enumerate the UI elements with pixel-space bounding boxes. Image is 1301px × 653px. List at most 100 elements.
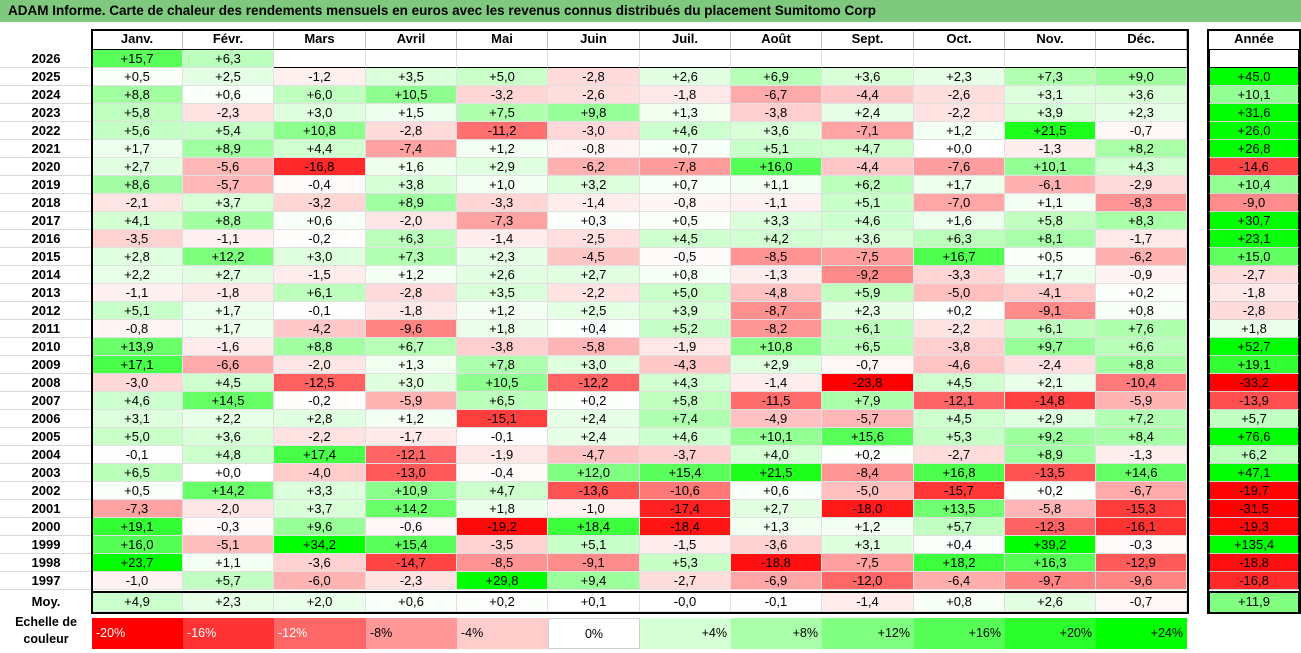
heat-cell: -6,2 (548, 158, 640, 176)
color-scale-swatch: +16% (914, 618, 1005, 649)
heat-cell: +3,7 (274, 500, 366, 518)
year-label: 2012 (0, 302, 92, 320)
heat-cell: -4,4 (822, 86, 914, 104)
year-label: 2025 (0, 68, 92, 86)
average-label: Moy. (31, 594, 61, 609)
heat-cell: -9,7 (1005, 572, 1096, 590)
annual-cell (1208, 50, 1300, 68)
month-header: Juin (548, 29, 640, 49)
heat-cell: +5,0 (457, 68, 548, 86)
heat-cell: +2,4 (548, 428, 640, 446)
heat-cell (1005, 50, 1096, 68)
heat-cell: +5,4 (183, 122, 274, 140)
heat-cell: +7,8 (457, 356, 548, 374)
heat-cell: -3,8 (731, 104, 822, 122)
heat-cell: -3,0 (548, 122, 640, 140)
year-label: 2024 (0, 86, 92, 104)
heat-cell: -12,1 (366, 446, 457, 464)
heat-cell: +10,8 (731, 338, 822, 356)
heat-cell: -5,1 (183, 536, 274, 554)
heat-cell: +9,6 (274, 518, 366, 536)
heat-cell: +23,7 (92, 554, 183, 572)
heat-cell: +9,8 (548, 104, 640, 122)
heat-cell: +7,2 (1096, 410, 1187, 428)
heat-cell: +1,2 (366, 266, 457, 284)
heat-cell: +2,1 (1005, 374, 1096, 392)
year-label: 2007 (0, 392, 92, 410)
annual-cell: +45,0 (1208, 68, 1300, 86)
heat-cell: +1,1 (183, 554, 274, 572)
heat-cell: -17,4 (640, 500, 731, 518)
heat-cell: +3,2 (548, 176, 640, 194)
year-row: 2011 -0,8 +1,7 -4,2 -9,6 +1,8 +0,4 +5,2 -8,2 +6,1… (0, 320, 1301, 338)
heat-cell: -2,8 (366, 284, 457, 302)
heat-cell: +4,5 (640, 230, 731, 248)
year-label: 2000 (0, 518, 92, 536)
heat-cell: +1,6 (914, 212, 1005, 230)
color-scale-swatch: -16% (183, 618, 274, 649)
color-scale-label-line1: Echelle de (15, 615, 77, 629)
heat-cell: +10,1 (1005, 158, 1096, 176)
heat-cell: +17,4 (274, 446, 366, 464)
heat-cell: +6,7 (366, 338, 457, 356)
month-header: Sept. (822, 29, 914, 49)
heat-cell: +5,0 (640, 284, 731, 302)
heat-cell: -15,7 (914, 482, 1005, 500)
heat-cell: +4,6 (640, 428, 731, 446)
heat-cell: -0,8 (640, 194, 731, 212)
heat-cell: -7,5 (822, 248, 914, 266)
average-cell: +2,0 (274, 592, 366, 612)
heat-cell: +10,5 (366, 86, 457, 104)
heat-cell: +3,0 (548, 356, 640, 374)
heat-cell: -1,4 (731, 374, 822, 392)
heat-cell: +7,3 (1005, 68, 1096, 86)
grid-border-left (91, 29, 93, 614)
year-row: 2014 +2,2 +2,7 -1,5 +1,2 +2,6 +2,7 +0,8 -1,3 -9,2… (0, 266, 1301, 284)
heat-cell: +4,7 (457, 482, 548, 500)
heat-cell: +16,0 (92, 536, 183, 554)
year-label: 1999 (0, 536, 92, 554)
heat-cell: +2,9 (457, 158, 548, 176)
heat-cell: -2,4 (1005, 356, 1096, 374)
report-title: ADAM Informe. Carte de chaleur des rende… (0, 0, 1301, 22)
heat-cell: +2,7 (731, 500, 822, 518)
heat-cell: +5,9 (822, 284, 914, 302)
heat-cell: +6,9 (731, 68, 822, 86)
heat-cell: -0,6 (366, 518, 457, 536)
heat-cell: -2,8 (548, 68, 640, 86)
heat-cell: -0,7 (822, 356, 914, 374)
color-scale-swatch: -4% (457, 618, 548, 649)
heat-cell: -3,3 (914, 266, 1005, 284)
heat-cell: +9,0 (1096, 68, 1187, 86)
average-cell: +4,9 (92, 592, 183, 612)
color-scale-swatch: +20% (1005, 618, 1096, 649)
heat-cell: +14,2 (183, 482, 274, 500)
year-row: 2003 +6,5 +0,0 -4,0 -13,0 -0,4 +12,0 +15,4 +21,5… (0, 464, 1301, 482)
heat-cell: -4,4 (822, 158, 914, 176)
heat-cell: -23,8 (822, 374, 914, 392)
heat-cell: +4,6 (822, 212, 914, 230)
year-label: 2023 (0, 104, 92, 122)
heat-cell: +6,6 (1096, 338, 1187, 356)
heat-cell: -3,8 (457, 338, 548, 356)
heat-cell: +4,5 (183, 374, 274, 392)
heat-cell: +5,3 (640, 554, 731, 572)
heat-cell: -19,2 (457, 518, 548, 536)
annual-cell: -31,5 (1208, 500, 1300, 518)
heat-cell: +6,0 (274, 86, 366, 104)
heat-cell: +16,7 (914, 248, 1005, 266)
heat-cell: -4,2 (274, 320, 366, 338)
year-row: 2012 +5,1 +1,7 -0,1 -1,8 +1,2 +2,5 +3,9 -8,7 +2,3… (0, 302, 1301, 320)
heat-cell: -13,6 (548, 482, 640, 500)
heat-cell: -2,3 (183, 104, 274, 122)
heat-cell: -4,6 (914, 356, 1005, 374)
year-label: 2011 (0, 320, 92, 338)
heat-cell: +4,4 (274, 140, 366, 158)
heat-cell: +1,2 (914, 122, 1005, 140)
heat-cell: +0,7 (640, 176, 731, 194)
month-header: Mai (457, 29, 548, 49)
color-scale-swatch: +4% (640, 618, 731, 649)
heat-cell: -2,3 (366, 572, 457, 590)
heat-cell: -6,0 (274, 572, 366, 590)
heat-cell: +1,7 (92, 140, 183, 158)
